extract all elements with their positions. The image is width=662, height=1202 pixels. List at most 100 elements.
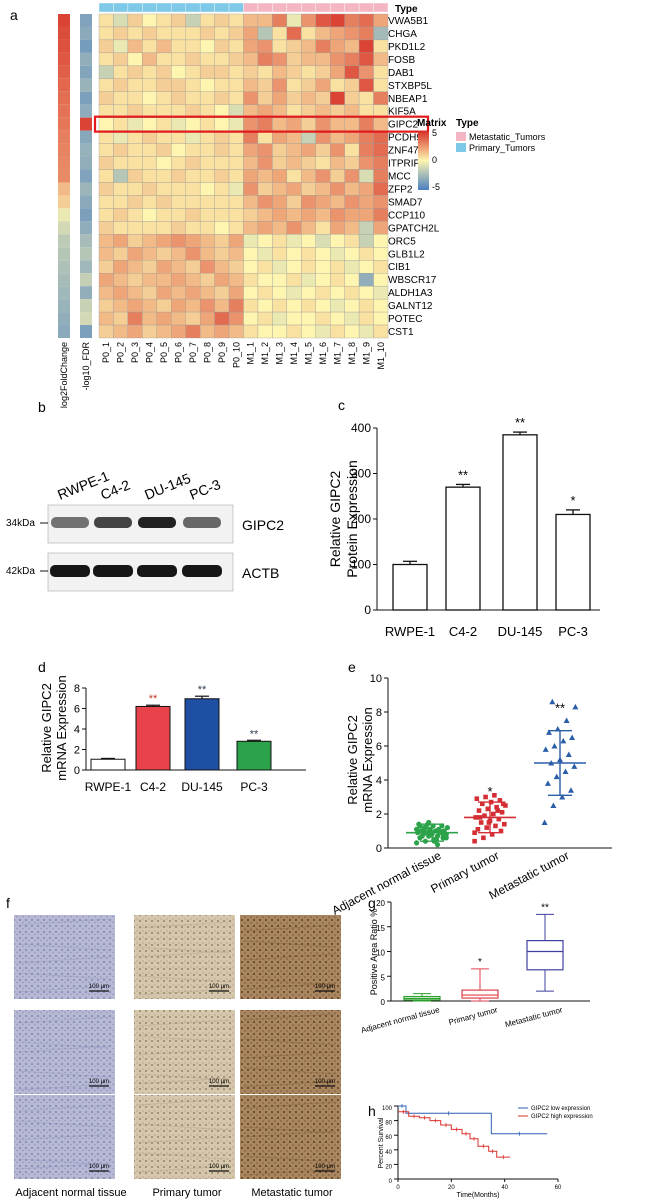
data-point-metastatic [553, 773, 560, 780]
gene-label: CHGA [388, 29, 417, 40]
gene-label: DAB1 [388, 68, 415, 79]
sample-label: M1_6 [318, 342, 328, 365]
heatmap-cell [301, 117, 316, 131]
type-bar-cell [113, 2, 129, 13]
gene-label: MCC [388, 172, 411, 183]
heatmap-cell [171, 78, 186, 92]
heatmap-cell [301, 285, 316, 300]
heatmap-cell [127, 324, 143, 339]
heatmap-cell [156, 273, 172, 287]
heatmap-cell [358, 117, 374, 131]
marker-34kda: 34kDa [6, 518, 35, 529]
heatmap-cell [257, 208, 273, 222]
heatmap-cell [330, 65, 345, 79]
band-label-gipc2: GIPC2 [242, 517, 284, 533]
y-tick-label: 6 [74, 704, 80, 716]
data-point-primary [502, 821, 507, 827]
heatmap-cell [171, 182, 186, 196]
heatmap-cell [228, 311, 244, 326]
data-point-metastatic [559, 794, 566, 800]
type-bar-cell [272, 2, 288, 13]
heatmap-cell [142, 156, 157, 170]
ihc-texture [17, 972, 110, 980]
heatmap-cell [156, 260, 172, 274]
heatmap-cell [156, 26, 172, 41]
heatmap-cell [272, 221, 288, 235]
sample-label: M1_10 [376, 342, 386, 370]
y-tick-label: 60 [385, 1135, 392, 1141]
log2fc-cell [58, 117, 70, 131]
heatmap-cell [228, 13, 244, 28]
heatmap-cell [171, 311, 186, 326]
heatmap-cell [113, 117, 129, 131]
heatmap-cell [330, 260, 345, 274]
heatmap-cell [373, 143, 389, 157]
heatmap-cell [243, 39, 259, 54]
heatmap-cell [272, 117, 288, 131]
protein-bar [502, 434, 538, 611]
heatmap-cell [127, 26, 143, 41]
log2fc-cell [58, 91, 70, 105]
heatmap-cell [330, 143, 345, 157]
ihc-texture [137, 950, 230, 958]
heatmap-cell [171, 285, 186, 300]
heatmap-cell [171, 13, 186, 28]
heatmap-cell [257, 52, 273, 67]
heatmap-cell [171, 208, 186, 222]
panel-label-b: b [38, 399, 46, 415]
legend-label-high: GIPC2 high expression [531, 1114, 593, 1120]
heatmap-cell [344, 117, 360, 131]
panel-a-heatmap: VWA5B1 CHGA PKD1L2 FOSB DAB1 STXBP5L NBEAP1 KIF… [58, 2, 440, 408]
panel-f-ihc-grid: 100 μm 100 μm 100 μm 100 μm 100 μm 100 μm 100 … [14, 915, 341, 1179]
ihc-texture [243, 1051, 336, 1059]
heatmap-cell [301, 39, 316, 54]
heatmap-cell [272, 143, 288, 157]
heatmap-cell [127, 52, 143, 67]
heatmap-cell [199, 52, 215, 67]
ihc-image [240, 1010, 341, 1094]
heatmap-cell [113, 52, 129, 67]
ihc-texture [137, 1048, 230, 1056]
heatmap-cell [185, 324, 201, 339]
heatmap-cell [214, 65, 230, 79]
heatmap-cell [171, 52, 186, 67]
log2fc-cell [58, 52, 70, 66]
heatmap-cell [373, 182, 389, 196]
fdr-cell [80, 312, 92, 326]
mrna-bar [135, 705, 171, 771]
gene-label: PKD1L2 [388, 42, 426, 53]
heatmap-cell [214, 208, 230, 222]
y-axis-label-line1: Relative GIPC2 [39, 683, 54, 773]
heatmap-cell [156, 298, 172, 313]
heatmap-cell [330, 13, 345, 28]
heatmap-cell [358, 182, 374, 196]
heatmap-cell [344, 324, 360, 339]
sample-label: M1_2 [260, 342, 270, 365]
heatmap-cell [373, 26, 389, 41]
log2fc-cell [58, 195, 70, 209]
heatmap-cell [142, 311, 157, 326]
heatmap-cell [286, 117, 302, 131]
sample-label: M1_7 [332, 342, 342, 365]
heatmap-cell [156, 285, 172, 300]
log2fc-cell [58, 78, 70, 92]
heatmap-cell [228, 208, 244, 222]
sample-label: M1_4 [289, 342, 299, 365]
heatmap-cell [358, 311, 374, 326]
heatmap-cell [142, 52, 157, 67]
heatmap-cell [330, 169, 345, 183]
heatmap-cell [98, 39, 114, 54]
log2fc-cell [58, 260, 70, 274]
heatmap-cell [344, 143, 360, 157]
heatmap-cell [330, 298, 345, 313]
heatmap-cell [142, 182, 157, 196]
heatmap-cell [373, 156, 389, 170]
heatmap-cell [127, 39, 143, 54]
y-tick-label: 5 [381, 973, 386, 982]
y-tick-label: 0 [381, 998, 386, 1007]
data-point-primary [472, 830, 477, 835]
heatmap-cell [214, 195, 230, 209]
heatmap-cell [344, 26, 360, 41]
heatmap-cell [373, 117, 389, 131]
heatmap-cell [330, 208, 345, 222]
